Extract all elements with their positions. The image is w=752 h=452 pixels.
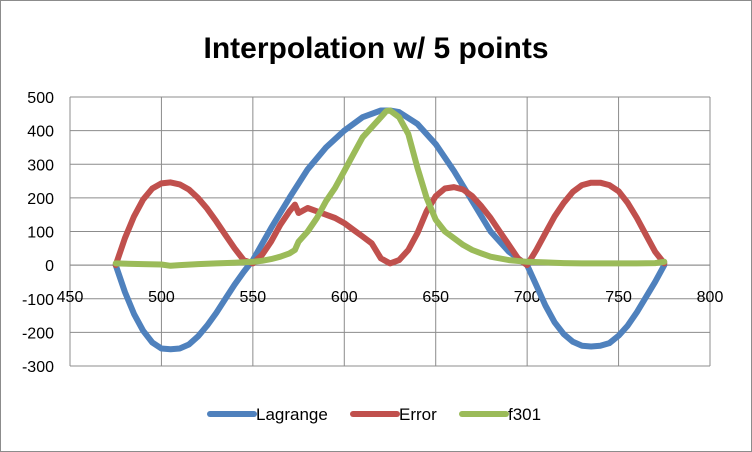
x-tick-labels: 450 500 550 600 650 700 750 800 (57, 289, 724, 306)
x-tick-label: 700 (514, 289, 541, 306)
gridlines (69, 96, 711, 367)
y-tick-labels: -300 -200 -100 0 100 200 300 400 500 (22, 90, 54, 376)
y-tick-label: 500 (27, 90, 54, 107)
x-tick-label: 450 (57, 289, 84, 306)
legend: Lagrange Error f301 (207, 405, 541, 424)
series-line-lagrange (112, 107, 668, 353)
legend-label-error: Error (399, 405, 437, 424)
y-tick-label: 200 (27, 191, 54, 208)
series-lines (112, 107, 668, 353)
y-tick-label: 0 (45, 258, 54, 275)
y-tick-label: 400 (27, 124, 54, 141)
x-tick-label: 800 (697, 289, 724, 306)
x-tick-label: 600 (331, 289, 358, 306)
legend-label-lagrange: Lagrange (256, 405, 328, 424)
x-tick-label: 550 (240, 289, 267, 306)
y-tick-label: -100 (22, 292, 54, 309)
x-tick-label: 750 (605, 289, 632, 306)
y-tick-label: 300 (27, 157, 54, 174)
x-tick-label: 650 (422, 289, 449, 306)
chart-title: Interpolation w/ 5 points (204, 32, 549, 65)
y-tick-label: -200 (22, 325, 54, 342)
y-tick-label: -300 (22, 359, 54, 376)
legend-label-f301: f301 (508, 405, 541, 424)
series-line-f301 (112, 107, 668, 269)
x-tick-label: 500 (148, 289, 175, 306)
y-tick-label: 100 (27, 225, 54, 242)
series-line-error (112, 179, 668, 269)
